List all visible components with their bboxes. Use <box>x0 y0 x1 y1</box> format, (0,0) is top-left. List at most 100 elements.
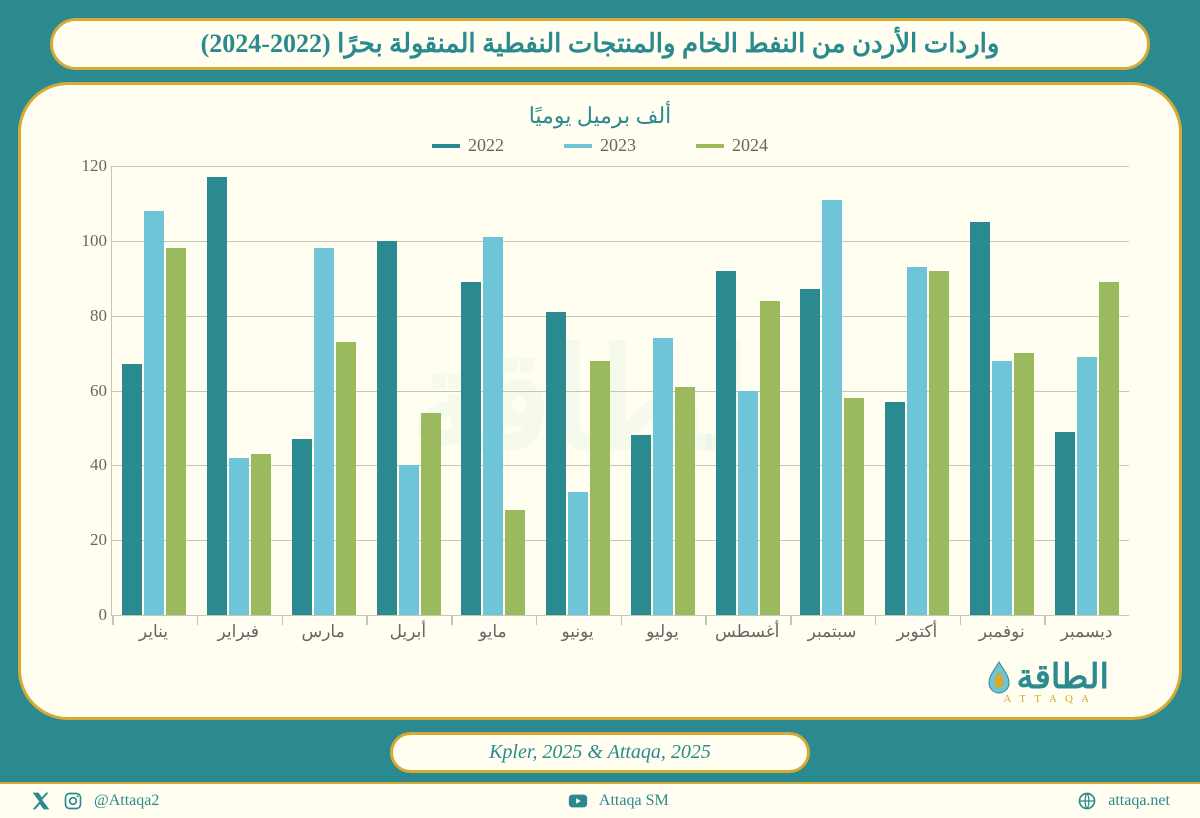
footer-center: Attaqa SM <box>567 790 669 812</box>
youtube-icon <box>567 790 589 812</box>
bar <box>483 237 503 615</box>
legend-item: 2024 <box>696 135 768 156</box>
bar <box>1099 282 1119 615</box>
x-tick-label: مايو <box>450 616 535 642</box>
month-group <box>790 166 875 615</box>
legend-swatch <box>564 144 592 148</box>
chart-area: 020406080100120 <box>111 166 1129 616</box>
legend-item: 2022 <box>432 135 504 156</box>
bar <box>631 435 651 615</box>
x-tick-label: مارس <box>281 616 366 642</box>
x-tick-label: يناير <box>111 616 196 642</box>
bar <box>377 241 397 615</box>
legend-item: 2023 <box>564 135 636 156</box>
logo-text: الطاقة <box>1016 657 1109 697</box>
bar <box>122 364 142 615</box>
month-group <box>960 166 1045 615</box>
month-group <box>705 166 790 615</box>
x-tick-label: أغسطس <box>705 616 790 642</box>
x-tick <box>451 615 453 625</box>
bar <box>292 439 312 615</box>
bar <box>760 301 780 615</box>
y-tick-label: 80 <box>67 306 107 326</box>
chart-subtitle: ألف برميل يوميًا <box>61 103 1139 129</box>
bar <box>251 454 271 615</box>
x-tick-label: أبريل <box>365 616 450 642</box>
bar <box>336 342 356 615</box>
x-tick-label: سبتمبر <box>790 616 875 642</box>
month-group <box>536 166 621 615</box>
x-tick-label: فبراير <box>196 616 281 642</box>
x-icon <box>30 790 52 812</box>
month-group <box>875 166 960 615</box>
globe-icon <box>1076 790 1098 812</box>
x-tick <box>366 615 368 625</box>
bar <box>716 271 736 615</box>
footer-left-handle: @Attaqa2 <box>94 792 159 810</box>
legend-label: 2022 <box>468 135 504 156</box>
x-tick <box>875 615 877 625</box>
bar <box>844 398 864 615</box>
source-citation: Kpler, 2025 & Attaqa, 2025 <box>390 732 810 773</box>
footer-right: attaqa.net <box>1076 790 1170 812</box>
bar <box>885 402 905 615</box>
footer-center-handle: Attaqa SM <box>599 792 669 810</box>
header-title: واردات الأردن من النفط الخام والمنتجات ا… <box>50 18 1150 70</box>
month-group <box>112 166 197 615</box>
y-tick-label: 60 <box>67 381 107 401</box>
x-tick-label: ديسمبر <box>1044 616 1129 642</box>
bar <box>568 492 588 615</box>
legend-swatch <box>432 144 460 148</box>
x-tick <box>197 615 199 625</box>
bars-container <box>112 166 1129 615</box>
legend: 2022 2023 2024 <box>61 135 1139 156</box>
y-tick-label: 120 <box>67 156 107 176</box>
x-tick-label: يونيو <box>535 616 620 642</box>
bar <box>505 510 525 615</box>
bar <box>1014 353 1034 615</box>
legend-label: 2024 <box>732 135 768 156</box>
instagram-icon <box>62 790 84 812</box>
month-group <box>451 166 536 615</box>
bar <box>1077 357 1097 615</box>
bar <box>653 338 673 615</box>
y-tick-label: 0 <box>67 605 107 625</box>
footer-left: @Attaqa2 <box>30 790 159 812</box>
bar <box>822 200 842 615</box>
bar <box>590 361 610 615</box>
x-tick <box>960 615 962 625</box>
bar <box>229 458 249 615</box>
flame-drop-icon <box>986 660 1012 694</box>
bar <box>399 465 419 615</box>
bar <box>461 282 481 615</box>
bar <box>992 361 1012 615</box>
x-tick <box>536 615 538 625</box>
bar <box>907 267 927 615</box>
bar <box>207 177 227 615</box>
x-tick <box>282 615 284 625</box>
footer-right-url: attaqa.net <box>1108 792 1170 810</box>
month-group <box>197 166 282 615</box>
logo-subtext: A T T A Q A <box>986 693 1109 705</box>
chart-panel: الطاقة ألف برميل يوميًا 202220232024 020… <box>18 82 1182 720</box>
bar <box>970 222 990 615</box>
brand-logo: الطاقة A T T A Q A <box>986 657 1109 705</box>
legend-swatch <box>696 144 724 148</box>
bar <box>800 289 820 615</box>
x-tick <box>621 615 623 625</box>
bar <box>314 248 334 615</box>
x-tick <box>1044 615 1046 625</box>
month-group <box>366 166 451 615</box>
x-tick <box>112 615 114 625</box>
month-group <box>1044 166 1129 615</box>
footer-bar: @Attaqa2 Attaqa SM attaqa.net <box>0 782 1200 818</box>
bar <box>675 387 695 615</box>
x-tick-label: أكتوبر <box>874 616 959 642</box>
x-tick-label: يوليو <box>620 616 705 642</box>
bar <box>929 271 949 615</box>
y-tick-label: 20 <box>67 530 107 550</box>
x-tick <box>790 615 792 625</box>
bar <box>421 413 441 615</box>
bar <box>546 312 566 615</box>
bar <box>166 248 186 615</box>
